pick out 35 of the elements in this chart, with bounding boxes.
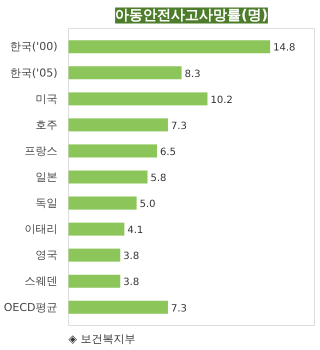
data-label: 7.3 [170, 120, 187, 132]
y-tick-label: 미국 [36, 92, 58, 106]
data-label: 5.8 [150, 173, 166, 184]
bar [68, 222, 124, 236]
bar [68, 300, 168, 314]
bar [68, 92, 208, 106]
data-label: 3.8 [123, 277, 140, 288]
chart-title: 아동안전사고사망률(명) [115, 8, 268, 24]
data-label: 7.3 [170, 303, 187, 314]
bar [68, 170, 148, 184]
y-tick-label: 이태리 [24, 222, 58, 236]
data-label: 5.0 [140, 199, 156, 210]
data-label: 4.1 [127, 225, 144, 236]
y-tick-label: 스웨덴 [24, 274, 58, 288]
y-tick-label: 호주 [36, 118, 58, 132]
bar [68, 144, 158, 158]
data-label: 8.3 [184, 68, 200, 80]
data-label: 6.5 [160, 146, 176, 158]
bar [68, 248, 120, 262]
bar [68, 274, 120, 288]
y-tick-label: 독일 [36, 196, 58, 210]
y-tick-label: OECD평균 [4, 300, 58, 314]
bar [68, 66, 182, 80]
text: ◈ 보건복지부 [68, 332, 136, 346]
data-label: 3.8 [123, 251, 140, 262]
bar [68, 196, 137, 210]
y-tick-label: 한국('00) [10, 40, 58, 54]
data-label: 10.2 [210, 94, 233, 106]
y-tick-label: 영국 [36, 248, 58, 262]
y-tick-label: 한국('05) [10, 66, 58, 80]
bar [68, 118, 168, 132]
bar [68, 40, 270, 54]
data-label: 14.8 [273, 42, 296, 54]
y-tick-label: 일본 [36, 170, 58, 184]
y-tick-label: 프랑스 [24, 144, 58, 158]
